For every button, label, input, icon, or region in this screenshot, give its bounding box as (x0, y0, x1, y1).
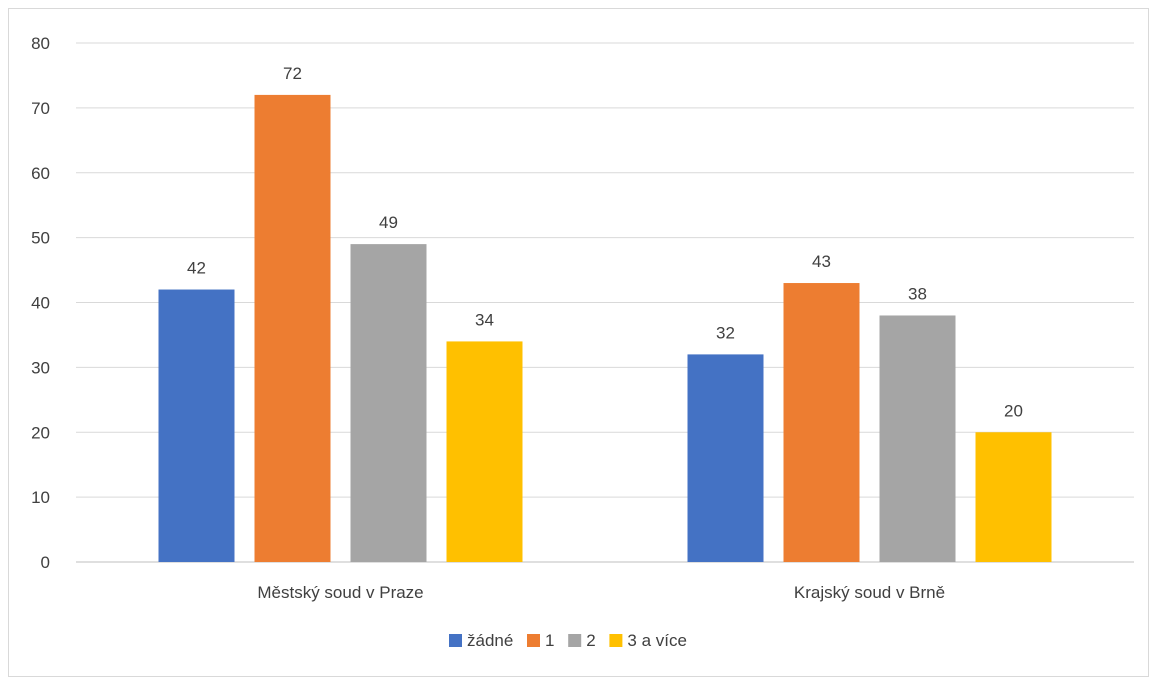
bar-krajsky-soud-v-brne-zadne (687, 354, 764, 562)
gridlines (76, 42, 1134, 563)
bar-mestsky-soud-v-praze-1 (254, 94, 331, 563)
data-labels: 42 72 49 34 32 43 38 20 (187, 64, 1023, 420)
data-label-mestsky-soud-v-praze-zadne: 42 (187, 259, 206, 278)
y-tick-label-50: 50 (31, 229, 50, 248)
data-label-krajsky-soud-v-brne-zadne: 32 (716, 323, 735, 342)
legend-label-3-a-vice: 3 a více (627, 631, 687, 650)
legend-swatch-1 (527, 634, 540, 647)
data-label-mestsky-soud-v-praze-2: 49 (379, 213, 398, 232)
data-label-krajsky-soud-v-brne-3-a-vice: 20 (1004, 401, 1023, 420)
data-label-krajsky-soud-v-brne-1: 43 (812, 252, 831, 271)
y-tick-label-40: 40 (31, 294, 50, 313)
data-label-mestsky-soud-v-praze-3-a-vice: 34 (475, 310, 494, 329)
bars (158, 94, 1052, 563)
y-tick-label-60: 60 (31, 164, 50, 183)
bar-mestsky-soud-v-praze-zadne (158, 289, 235, 562)
bar-mestsky-soud-v-praze-2 (350, 244, 427, 563)
x-axis-category-labels: Městský soud v Praze Krajský soud v Brně (257, 583, 945, 602)
bar-krajsky-soud-v-brne-3-a-vice (975, 432, 1052, 562)
data-label-krajsky-soud-v-brne-2: 38 (908, 284, 927, 303)
category-label-krajsky-soud-v-brne: Krajský soud v Brně (794, 583, 945, 602)
y-tick-label-30: 30 (31, 358, 50, 377)
bar-mestsky-soud-v-praze-3-a-vice (446, 341, 523, 562)
y-tick-label-0: 0 (41, 553, 50, 572)
legend: žádné 1 2 3 a více (449, 631, 687, 650)
category-label-mestsky-soud-v-praze: Městský soud v Praze (257, 583, 423, 602)
y-tick-label-70: 70 (31, 99, 50, 118)
legend-label-zadne: žádné (467, 631, 513, 650)
bar-krajsky-soud-v-brne-1 (783, 283, 860, 562)
legend-label-2: 2 (586, 631, 595, 650)
legend-label-1: 1 (545, 631, 554, 650)
legend-swatch-zadne (449, 634, 462, 647)
legend-swatch-3-a-vice (609, 634, 623, 647)
y-axis-tick-labels: 0 10 20 30 40 50 60 70 80 (31, 34, 50, 572)
bar-krajsky-soud-v-brne-2 (879, 315, 956, 562)
legend-swatch-2 (568, 634, 582, 647)
y-tick-label-80: 80 (31, 34, 50, 53)
data-label-mestsky-soud-v-praze-1: 72 (283, 64, 302, 83)
y-tick-label-20: 20 (31, 423, 50, 442)
y-tick-label-10: 10 (31, 488, 50, 507)
